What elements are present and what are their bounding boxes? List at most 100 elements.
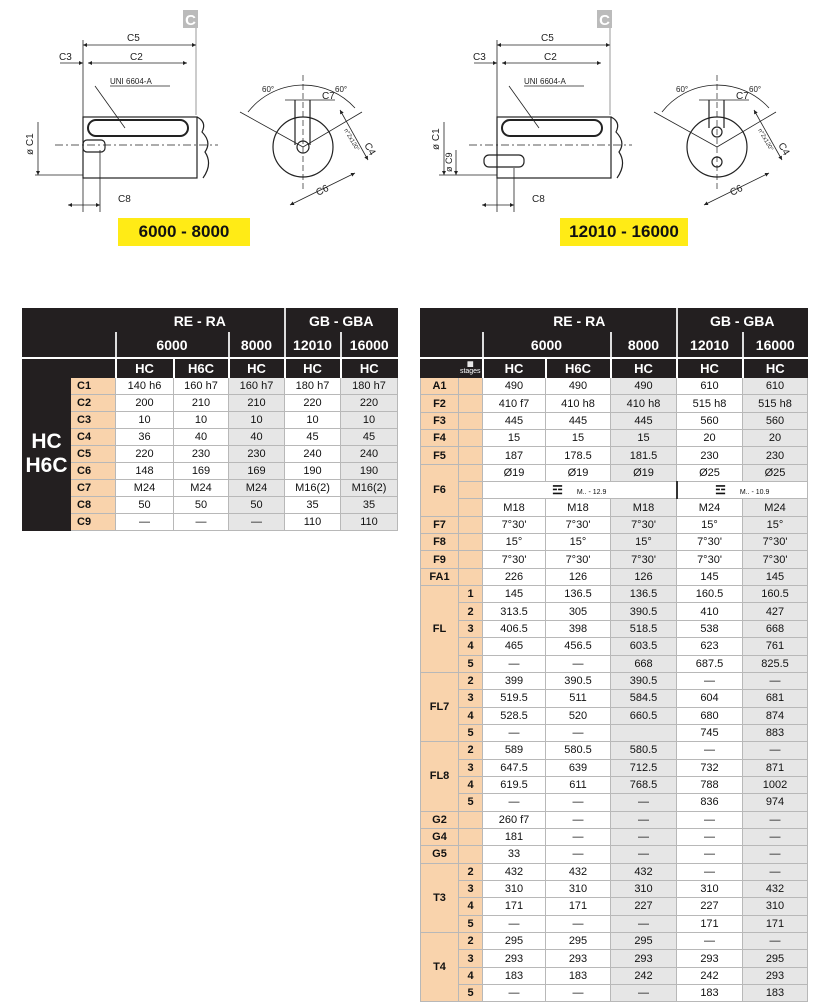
value-cell: 183 — [482, 966, 546, 986]
table-row: C5 220 230 230 240 240 — [23, 445, 398, 463]
value-cell: 20 — [742, 429, 808, 448]
value-cell: 619.5 — [482, 775, 546, 795]
value-cell: — — [742, 827, 808, 847]
table-row: 5— — —171 171 — [421, 914, 808, 934]
value-cell: 680 — [676, 706, 743, 725]
corner-cell — [420, 357, 459, 378]
value-cell: 169 — [173, 462, 229, 480]
value-cell: 126 — [545, 567, 611, 587]
group-header: RE - RA — [482, 308, 677, 333]
type-header: HC — [283, 357, 341, 378]
value-cell: 406.5 — [482, 619, 546, 639]
row-label: T3 — [420, 862, 459, 934]
value-cell: 227 — [610, 897, 677, 916]
value-cell: 145 — [742, 567, 808, 587]
table-row: A1 490 490 490 610 610 — [420, 376, 808, 396]
value-cell: 310 — [742, 897, 808, 916]
corner-cell — [22, 332, 116, 359]
value-cell: 210 — [173, 394, 229, 412]
row-label: F7 — [420, 515, 459, 535]
value-cell — [610, 723, 677, 743]
table-row: T3 2 432 432 432— — — [420, 862, 808, 934]
value-cell: 410 h8 — [610, 394, 677, 413]
value-cell: 456.5 — [545, 637, 611, 656]
table-row: 5— — —836 974 — [421, 793, 808, 812]
header-row-types: HC H6C HC HC HC — [22, 357, 398, 378]
dim-c1: ø C1 — [431, 128, 442, 150]
value-cell: 20 — [676, 429, 743, 448]
value-cell: 10 — [340, 411, 398, 429]
stage-cell: 4 — [458, 637, 483, 656]
shaft-drawings: C C5 C3 C2 UNI 6604-A ø C1 — [25, 10, 792, 212]
stage-cell: 2 — [458, 671, 483, 691]
type-header: H6C — [544, 357, 611, 378]
value-cell: 145 — [482, 585, 546, 604]
table-row: 3 519.5 511 584.5 604 681 — [421, 689, 808, 708]
row-label: C2 — [70, 394, 116, 412]
header-row-groups: RE - RA GB - GBA — [420, 308, 808, 333]
value-cell: 10 — [173, 411, 229, 429]
value-cell: 7°30' — [676, 533, 743, 552]
value-cell: M18 — [610, 498, 677, 517]
value-cell: — — [610, 914, 677, 934]
table-row: F4 15 15 15 20 20 — [420, 429, 808, 448]
table-row: 3 310 310 310 310 432 — [421, 879, 808, 899]
value-cell: 181.5 — [610, 446, 677, 465]
value-cell: 836 — [676, 793, 743, 812]
value-cell: 668 — [610, 654, 677, 673]
value-cell: 45 — [340, 428, 398, 446]
value-cell: 10 — [115, 411, 174, 429]
value-cell: 15° — [482, 533, 546, 552]
stage-cell — [458, 827, 483, 847]
table-row: 3 293 293 293 293 295 — [421, 949, 808, 968]
value-cell: 293 — [482, 949, 546, 968]
type-header: HC — [675, 357, 743, 378]
stage-cell: 5 — [458, 654, 483, 673]
value-cell: — — [742, 671, 808, 691]
value-cell: 160.5 — [742, 585, 808, 604]
row-label: F2 — [420, 394, 459, 413]
shaft-outline — [496, 116, 612, 179]
model-label: HC H6C — [22, 377, 71, 531]
value-cell: — — [676, 931, 743, 951]
value-cell: 7°30' — [482, 550, 546, 569]
value-cell: 410 h8 — [545, 394, 611, 413]
value-cell: 160 h7 — [228, 377, 285, 395]
type-header: HC — [481, 357, 546, 378]
value-cell: 35 — [284, 496, 341, 514]
table-row: F8 15° 15° 15° 7°30' 7°30' — [420, 533, 808, 552]
section-c-marker — [597, 10, 612, 28]
stage-cell — [458, 533, 483, 552]
value-cell: 825.5 — [742, 654, 808, 673]
screw-class-cell: ☲ M.. - 12.9 — [482, 481, 677, 500]
value-cell: 35 — [340, 496, 398, 514]
value-cell: 7°30' — [742, 550, 808, 569]
value-cell: 220 — [340, 394, 398, 412]
size-header: 8000 — [227, 332, 285, 359]
stage-cell — [458, 481, 483, 500]
value-cell: 610 — [742, 376, 808, 396]
value-cell: 295 — [545, 931, 611, 951]
table-row: C4 36 40 40 45 45 — [23, 428, 398, 446]
value-cell: 310 — [545, 879, 611, 899]
value-cell: 50 — [228, 496, 285, 514]
value-cell: 140 h6 — [115, 377, 174, 395]
value-cell: M24 — [115, 479, 174, 497]
table-row: C6 148 169 169 190 190 — [23, 462, 398, 480]
value-cell: 603.5 — [610, 637, 677, 656]
stage-cell: 5 — [458, 723, 483, 743]
value-cell: Ø25 — [742, 463, 808, 483]
type-header: HC — [227, 357, 285, 378]
value-cell: 445 — [610, 411, 677, 431]
value-cell: — — [545, 984, 611, 1003]
value-cell: 171 — [742, 914, 808, 934]
stage-cell — [458, 567, 483, 587]
table-row: 4 465 456.5 603.5 623 761 — [421, 637, 808, 656]
stages-label: stages — [459, 368, 481, 375]
screw-icon: ☲ — [715, 483, 726, 498]
size-header: 12010 — [675, 332, 743, 359]
value-cell: 293 — [676, 949, 743, 968]
size-header: 16000 — [741, 332, 808, 359]
value-cell: — — [545, 723, 611, 743]
table-row: G5 33— — — — — [420, 845, 808, 864]
